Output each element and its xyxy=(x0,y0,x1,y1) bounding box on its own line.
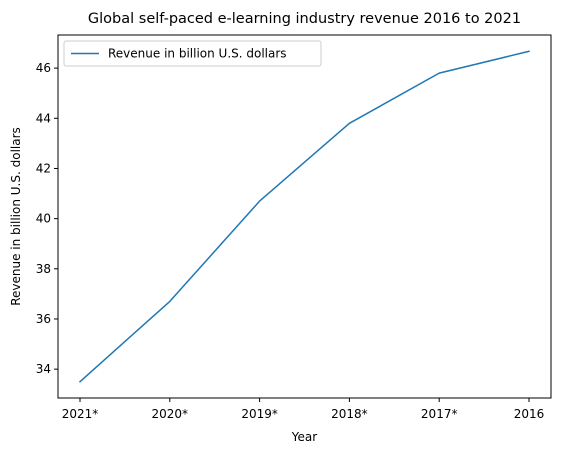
y-tick-label: 46 xyxy=(36,61,51,75)
chart-title: Global self-paced e-learning industry re… xyxy=(88,11,521,27)
x-axis-label: Year xyxy=(291,430,317,444)
y-tick-label: 36 xyxy=(36,312,51,326)
y-axis: 34 36 38 40 42 44 46 xyxy=(36,61,58,376)
series-layer xyxy=(78,50,530,383)
y-tick-label: 44 xyxy=(36,111,51,125)
y-tick-label: 34 xyxy=(36,362,51,376)
y-tick-label: 40 xyxy=(36,212,51,226)
x-tick-label: 2017* xyxy=(421,407,458,421)
series-line xyxy=(78,50,530,383)
x-tick-label: 2019* xyxy=(241,407,278,421)
x-tick-label: 2020* xyxy=(152,407,189,421)
x-tick-label: 2016 xyxy=(514,407,545,421)
legend: Revenue in billion U.S. dollars xyxy=(63,40,322,67)
x-tick-label: 2018* xyxy=(331,407,368,421)
x-tick-label: 2021* xyxy=(62,407,99,421)
legend-box xyxy=(63,40,322,67)
y-tick-label: 42 xyxy=(36,161,51,175)
legend-label: Revenue in billion U.S. dollars xyxy=(108,47,287,61)
y-tick-label: 38 xyxy=(36,262,51,276)
plot-frame xyxy=(57,34,552,399)
plot-area xyxy=(57,34,552,399)
y-axis-label: Revenue in billion U.S. dollars xyxy=(9,127,23,306)
x-axis: 2021* 2020* 2019* 2018* 2017* 2016 xyxy=(62,398,545,421)
